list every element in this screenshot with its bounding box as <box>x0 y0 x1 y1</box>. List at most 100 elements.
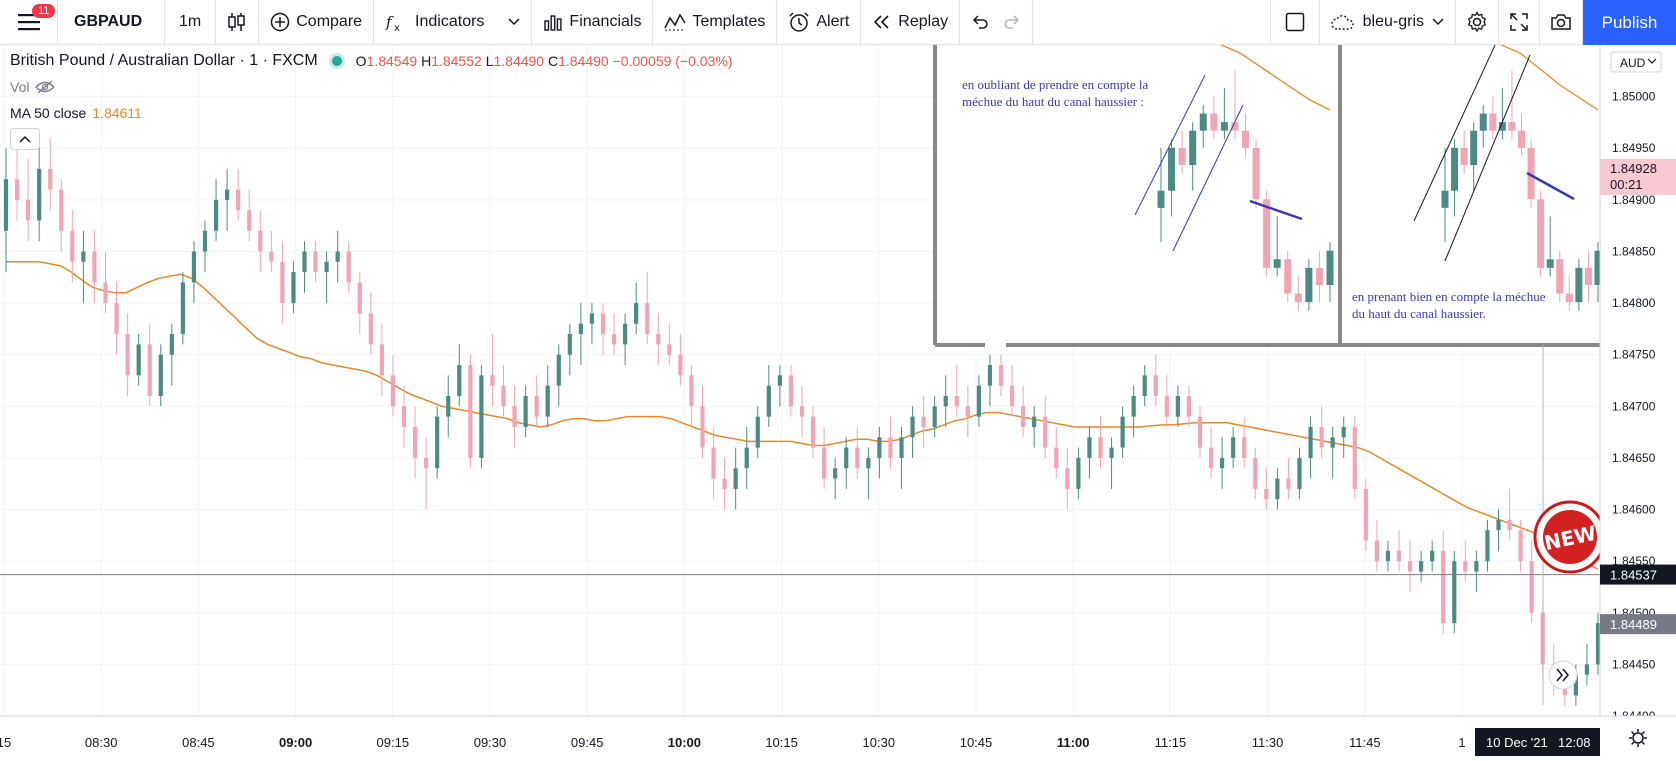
candle <box>700 385 705 458</box>
inset-candle <box>1546 216 1554 277</box>
inset-note-left-line2: méchue du haut du canal haussier : <box>962 94 1144 109</box>
candle <box>446 375 451 438</box>
fullscreen-button[interactable] <box>1499 0 1540 45</box>
financials-button[interactable]: Financials <box>532 0 654 45</box>
undo-icon[interactable] <box>971 15 989 29</box>
layout-name: bleu-gris <box>1362 13 1424 30</box>
scroll-to-realtime-button[interactable] <box>1548 660 1578 690</box>
candle-body <box>611 334 617 345</box>
candle-body <box>766 385 771 417</box>
settings-button[interactable] <box>1456 0 1499 45</box>
candle-body <box>1164 395 1169 417</box>
candle-body <box>3 179 9 231</box>
candle <box>379 323 384 396</box>
candle <box>26 158 31 242</box>
candle-body <box>1032 416 1037 427</box>
gear-icon <box>1467 11 1487 33</box>
candle <box>1275 468 1280 510</box>
candle <box>324 251 329 304</box>
compare-button[interactable]: Compare <box>259 0 375 45</box>
candle <box>534 375 539 427</box>
hamburger-icon <box>17 14 40 31</box>
candle <box>1009 365 1015 417</box>
candle-body <box>623 323 628 345</box>
inset-candle-body <box>1498 122 1506 131</box>
candle-body <box>954 395 959 407</box>
candle <box>733 447 738 510</box>
symbol-search-button[interactable]: GBPAUD <box>58 0 165 45</box>
last-price-badge <box>1600 158 1676 195</box>
candle-body <box>280 261 285 304</box>
legend-collapse-button[interactable] <box>10 128 40 150</box>
inset-candle-body <box>1584 267 1592 285</box>
candle-body <box>1308 426 1313 458</box>
candle <box>711 426 716 500</box>
candle <box>777 365 782 407</box>
candle-body <box>556 354 561 386</box>
candle-body <box>877 437 882 458</box>
layout-menu-button[interactable]: bleu-gris <box>1320 0 1456 45</box>
snapshot-button[interactable] <box>1540 0 1583 45</box>
templates-button[interactable]: Templates <box>653 0 778 45</box>
x-tick-label: 1 <box>1458 735 1465 750</box>
candle-body <box>401 406 407 427</box>
chart-type-button[interactable] <box>216 0 260 45</box>
candle-body <box>1385 550 1391 562</box>
candle-body <box>1186 395 1192 417</box>
inset-note-right-line1: en prenant bien en compte la méchue <box>1352 289 1546 304</box>
x-tick-label: 10:00 <box>668 735 701 750</box>
candle <box>1231 426 1236 469</box>
new-sticker: NEW <box>1533 500 1607 574</box>
inset-candle <box>1460 130 1468 174</box>
scroll-button-circle[interactable] <box>1548 660 1578 690</box>
inset-candle <box>1231 70 1239 140</box>
candle-body <box>855 447 860 469</box>
candle <box>202 220 208 273</box>
candle <box>37 137 42 242</box>
candle-body <box>1264 488 1269 500</box>
candle-body <box>1109 447 1114 458</box>
redo-icon[interactable] <box>1003 15 1021 29</box>
inset-candle <box>1284 250 1292 303</box>
chart-area[interactable]: en oubliant de prendre en compte la méch… <box>0 45 1676 761</box>
alert-button[interactable]: Alert <box>777 0 862 45</box>
inset-candle-body <box>1470 130 1478 165</box>
currency-selector[interactable] <box>1610 51 1662 73</box>
candle <box>1065 447 1070 510</box>
candle-body <box>1352 426 1357 489</box>
inset-candle-body <box>1210 113 1218 131</box>
candle-body <box>191 251 197 283</box>
candle <box>656 313 661 366</box>
candle <box>722 457 727 510</box>
replay-button[interactable]: Replay <box>861 0 961 45</box>
inset-candle <box>1242 113 1249 157</box>
inset-candle-body <box>1527 147 1535 200</box>
candle-body <box>169 334 174 355</box>
candle <box>899 426 904 489</box>
x-tick-label: 10:45 <box>960 735 993 750</box>
candle <box>866 447 871 500</box>
interval-button[interactable]: 1m <box>165 0 217 45</box>
fullscreen-icon <box>1510 13 1528 31</box>
candle-body <box>324 261 329 273</box>
candle-body <box>534 395 539 417</box>
candle-body <box>269 251 274 262</box>
time-axis[interactable]: 15 08:30 08:45 09:00 09:15 09:30 09:45 10:00 10:… <box>0 715 1676 761</box>
select-layout-checkbox[interactable] <box>1269 0 1320 45</box>
candle-body <box>1208 447 1214 469</box>
channel-line <box>1134 74 1206 216</box>
main-menu-button[interactable]: 11 <box>0 0 58 45</box>
axis-settings-button[interactable] <box>1629 729 1647 747</box>
candle <box>578 303 583 366</box>
price-axis[interactable]: AUD 1.850001.849501.849001.848501.848001… <box>1599 45 1676 723</box>
publish-button[interactable]: Publish <box>1583 0 1676 45</box>
y-tick-label: 1.85000 <box>1612 90 1656 104</box>
inset-candle-body <box>1460 147 1468 165</box>
candle-body <box>523 395 528 427</box>
candle-body <box>921 416 926 427</box>
inset-candle <box>1479 105 1487 148</box>
candle-body <box>645 303 650 335</box>
candle <box>180 272 185 345</box>
candle-body <box>1573 674 1578 696</box>
